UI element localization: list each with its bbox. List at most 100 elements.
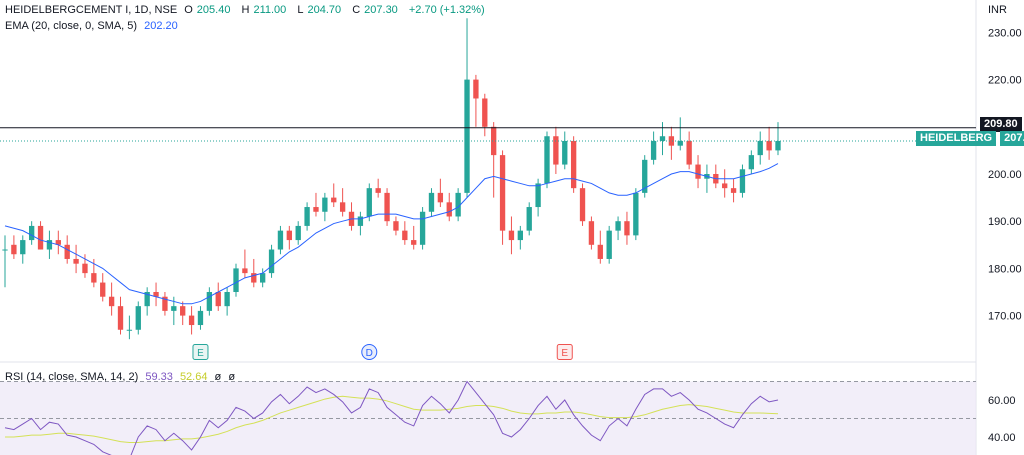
open-label: O <box>184 4 193 16</box>
candle-down <box>473 79 479 99</box>
candle-up <box>304 207 310 226</box>
marker-shape <box>192 344 209 360</box>
rsi-sma-legend-value: 52.64 <box>179 371 208 383</box>
candle-down <box>668 136 675 146</box>
price-axis: 230.00220.00210.00200.00190.00180.00170.… <box>988 27 1022 444</box>
price-tick-label: 200.00 <box>988 169 1022 181</box>
rsi-band <box>0 381 976 455</box>
rsi-legend[interactable]: RSI (14, close, SMA, 14, 2) 59.33 52.64 … <box>5 371 239 383</box>
candle-down <box>722 183 728 189</box>
candle-down <box>686 140 692 165</box>
candle-down <box>73 258 79 264</box>
candle-down <box>446 202 452 217</box>
candle-down <box>117 306 124 330</box>
candle-up <box>277 230 284 250</box>
low-label: L <box>297 4 304 16</box>
candle-down <box>411 240 417 245</box>
candle-down <box>437 192 444 203</box>
candle-down <box>499 155 506 231</box>
candle-down <box>162 296 168 311</box>
candle-up <box>126 329 133 331</box>
candle-up <box>517 230 523 241</box>
low-value: 204.70 <box>307 4 342 16</box>
candle-down <box>570 140 577 189</box>
candle-down <box>766 140 772 151</box>
candle-down <box>695 164 701 179</box>
last-price-value: 207.30 <box>1000 131 1024 146</box>
earnings-marker-2[interactable]: E <box>556 344 573 360</box>
candle-up <box>224 292 230 307</box>
candle-down <box>91 273 97 283</box>
price-tick-label: 220.00 <box>988 75 1022 87</box>
candle-up <box>535 183 541 208</box>
candle-down <box>108 296 115 307</box>
price-tick-label: 190.00 <box>988 216 1022 228</box>
candle-up <box>419 211 426 245</box>
candle-down <box>82 263 88 274</box>
rsi-tick-label: 40.00 <box>988 432 1016 444</box>
candle-up <box>562 140 568 165</box>
candle-down <box>313 207 319 212</box>
candle-down <box>730 188 737 193</box>
candle-up <box>615 221 621 231</box>
candle-down <box>215 292 221 307</box>
candle-down <box>508 230 515 241</box>
candle-down <box>331 197 337 203</box>
candle-down <box>402 230 408 241</box>
last-price-symbol: HEIDELBERG <box>916 131 997 146</box>
candle-up <box>2 249 8 251</box>
dividend-marker[interactable]: D <box>361 344 378 360</box>
symbol-title[interactable]: HEIDELBERGCEMENT I, 1D, NSE <box>5 4 178 16</box>
candle-down <box>180 306 186 316</box>
candle-down <box>64 244 70 259</box>
candle-up <box>295 225 301 241</box>
rsi-legend-value: 59.33 <box>145 371 173 383</box>
candle-down <box>482 98 488 127</box>
candle-up <box>366 188 372 217</box>
candle-down <box>375 188 381 193</box>
candle-down <box>579 188 586 222</box>
candle-up <box>233 268 239 292</box>
marker-label: E <box>561 348 568 359</box>
candle-down <box>553 136 559 165</box>
price-tick-label: 180.00 <box>988 263 1022 275</box>
candle-up <box>659 136 666 141</box>
candle-down <box>242 268 248 274</box>
ema-line-group <box>4 163 779 305</box>
rsi-legend-label: RSI (14, close, SMA, 14, 2) <box>5 371 139 383</box>
candle-up <box>642 159 648 193</box>
candle-up <box>739 169 746 193</box>
rsi-tick-label: 60.00 <box>988 395 1016 407</box>
candle-up <box>650 140 657 160</box>
candle-down <box>491 126 497 156</box>
marker-label: D <box>366 348 373 359</box>
marker-shape <box>556 344 573 360</box>
candle-up <box>357 216 364 226</box>
ema-legend-value: 202.20 <box>144 20 178 32</box>
ema-legend[interactable]: EMA (20, close, 0, SMA, 5) 202.20 <box>5 20 182 32</box>
ohlc-legend: HEIDELBERGCEMENT I, 1D, NSE O 205.40 H 211… <box>5 4 489 16</box>
crosshair-price-label: 209.80 <box>980 117 1022 132</box>
candle-up <box>544 136 550 184</box>
candle-down <box>597 244 603 259</box>
candle-up <box>46 240 53 250</box>
last-price-tag: HEIDELBERG 207.30 <box>916 131 1024 146</box>
candle-up <box>455 192 461 217</box>
candle-down <box>153 292 159 297</box>
close-value: 207.30 <box>364 4 398 16</box>
candle-up <box>260 273 266 283</box>
ema-legend-label: EMA (20, close, 0, SMA, 5) <box>5 20 138 32</box>
rsi-extra-1: ø <box>214 371 222 383</box>
price-tick-label: 230.00 <box>988 27 1022 39</box>
candle-up <box>268 249 275 274</box>
earnings-marker-1[interactable]: E <box>192 344 209 360</box>
rsi-extra-2: ø <box>228 371 236 383</box>
currency-label: INR <box>988 4 1007 16</box>
marker-shape <box>361 344 378 360</box>
candle-down <box>286 230 292 241</box>
candle-down <box>55 240 61 245</box>
rsi-sma-line <box>5 395 779 444</box>
marker-label: E <box>197 348 204 359</box>
